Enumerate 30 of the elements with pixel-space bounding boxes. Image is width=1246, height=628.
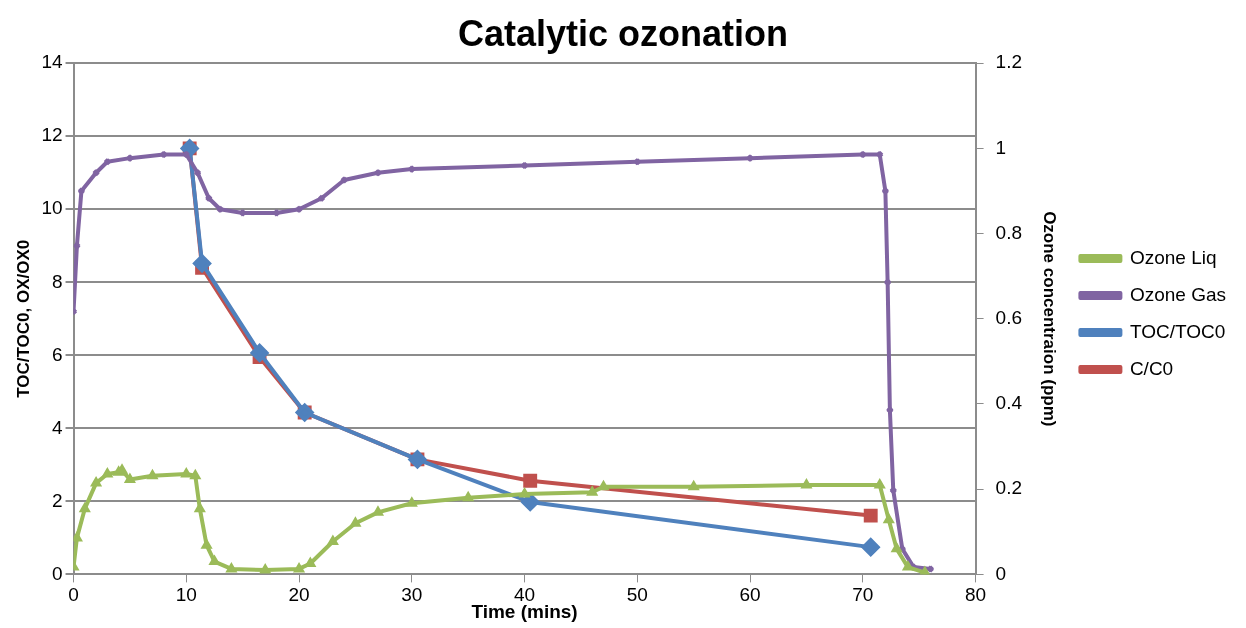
x-tick-label: 20: [288, 584, 310, 606]
x-tick-label: 30: [401, 584, 423, 606]
legend-label: Ozone Liq: [1129, 246, 1217, 268]
y2-tick-label: 0.2: [995, 477, 1023, 499]
x-tick-label: 80: [965, 584, 987, 606]
x-tick-label: 60: [739, 584, 761, 606]
legend-label: C/C0: [1129, 357, 1174, 379]
y-axis-title: TOC/TOC0, OX/OX0: [13, 239, 33, 398]
y2-tick-label: 0.6: [995, 307, 1023, 329]
y-tick-label: 2: [51, 489, 63, 511]
y-tick-label: 14: [41, 51, 63, 73]
y-tick-label: 8: [51, 270, 63, 292]
x-tick-label: 50: [626, 584, 648, 606]
y-tick-label: 0: [51, 562, 63, 584]
y2-tick-label: 0.8: [995, 221, 1023, 243]
y2-axis-title: Ozone concentraion (ppm): [1039, 211, 1059, 427]
y2-tick-label: 0.4: [995, 392, 1023, 414]
y-tick-label: 12: [41, 124, 63, 146]
y2-tick-label: 1: [995, 136, 1007, 158]
y2-tick-label: 0: [995, 562, 1007, 584]
legend-label: TOC/TOC0: [1129, 320, 1226, 342]
legend-label: Ozone Gas: [1129, 283, 1227, 305]
chart-title: Catalytic ozonation: [457, 12, 789, 54]
x-tick-label: 10: [175, 584, 197, 606]
y-tick-label: 4: [51, 416, 63, 438]
x-tick-label: 70: [852, 584, 874, 606]
y-tick-label: 6: [51, 343, 63, 365]
y2-tick-label: 1.2: [995, 51, 1023, 73]
x-tick-label: 0: [68, 584, 79, 606]
y-tick-label: 10: [41, 197, 63, 219]
